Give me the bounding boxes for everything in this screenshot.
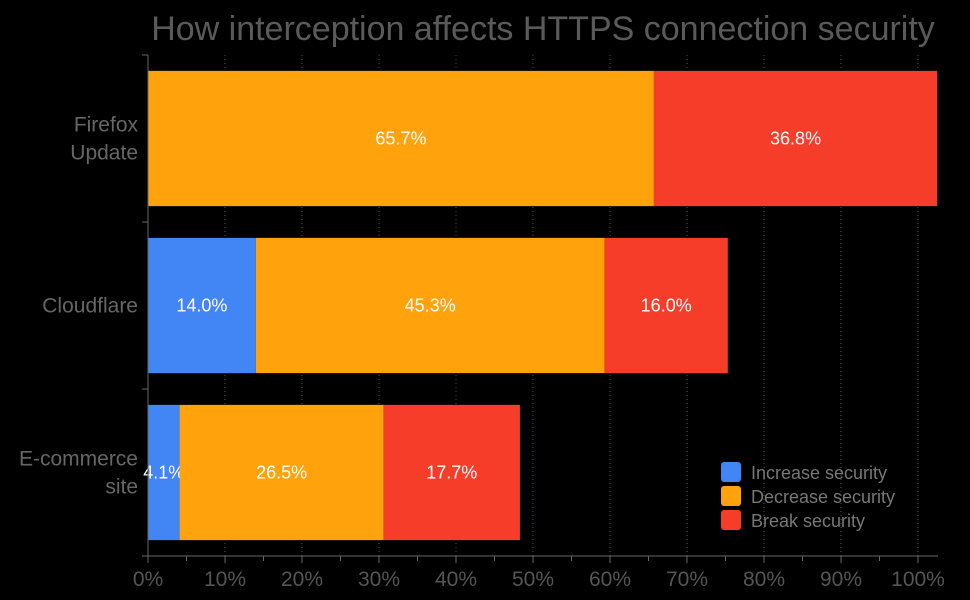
bar-segment: [604, 237, 728, 374]
category-label: Firefox: [74, 114, 139, 137]
x-tick-label: 80%: [743, 568, 785, 591]
category-label: Update: [70, 142, 138, 165]
legend-label: Increase security: [751, 463, 887, 483]
legend-swatch: [721, 510, 741, 530]
category-label: E-commerce: [19, 448, 138, 471]
bar-segment: [148, 404, 180, 541]
bar-segment: [383, 404, 520, 541]
bar-segment: [179, 404, 384, 541]
bar-segment: [255, 237, 605, 374]
category-label: site: [105, 476, 138, 499]
data-label: 17.7%: [426, 463, 477, 483]
data-label: 14.0%: [176, 296, 227, 316]
legend: Increase security Decrease security Break …: [721, 462, 895, 531]
data-label: 26.5%: [256, 463, 307, 483]
x-tick-label: 10%: [204, 568, 246, 591]
data-label: 36.8%: [770, 129, 821, 149]
legend-label: Break security: [751, 511, 865, 531]
axes: 0% 10% 20% 30% 40% 50% 60% 70% 80% 90% 100% Firefox…: [19, 54, 945, 591]
x-tick-label: 30%: [358, 568, 400, 591]
bar-segment: [148, 237, 256, 374]
data-label: 45.3%: [405, 296, 456, 316]
x-tick-label: 90%: [820, 568, 862, 591]
x-tick-label: 40%: [435, 568, 477, 591]
legend-swatch: [721, 462, 741, 482]
data-label: 16.0%: [641, 296, 692, 316]
legend-swatch: [721, 486, 741, 506]
bar-segment: [148, 70, 654, 207]
x-tick-label: 50%: [512, 568, 554, 591]
x-tick-label: 70%: [666, 568, 708, 591]
data-label: 4.1%: [143, 463, 184, 483]
chart-title: How interception affects HTTPS connectio…: [151, 10, 935, 48]
x-tick-label: 20%: [281, 568, 323, 591]
x-tick-label: 0%: [133, 568, 163, 591]
data-label: 65.7%: [375, 129, 426, 149]
x-tick-label: 100%: [891, 568, 945, 591]
x-tick-label: 60%: [589, 568, 631, 591]
category-label: Cloudflare: [42, 295, 138, 318]
legend-label: Decrease security: [751, 487, 895, 507]
bar-segment: [653, 70, 938, 207]
bars: 65.7% 36.8% 14.0% 45.3% 16.0% 4.1% 26.5% 17.7%: [143, 70, 938, 541]
